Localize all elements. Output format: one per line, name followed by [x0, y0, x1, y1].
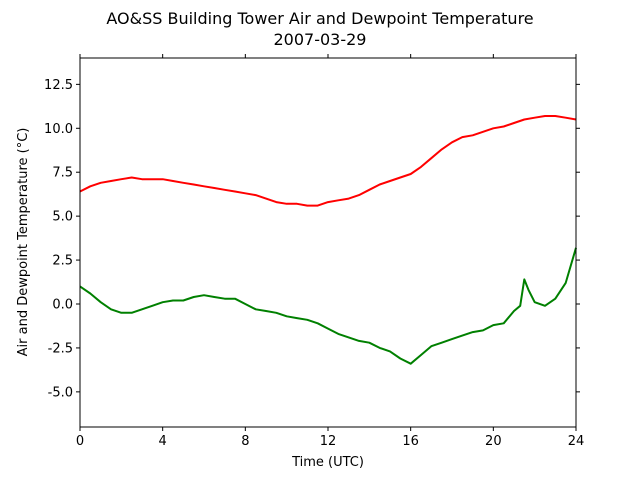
- chart-title: AO&SS Building Tower Air and Dewpoint Te…: [106, 9, 533, 28]
- y-tick-label: -2.5: [48, 341, 73, 356]
- y-tick-label: 5.0: [52, 210, 73, 225]
- x-tick-label: 16: [402, 434, 419, 449]
- x-tick-label: 20: [485, 434, 502, 449]
- series-layer: [79, 115, 577, 365]
- plot-frame: [79, 57, 577, 428]
- y-tick-label: 10.0: [44, 122, 73, 137]
- ticks-layer: 0 4 8 12 16 20 24 -5.0 -2.5 0.0 2.5 5.0 7.5 10.0 12.5: [44, 54, 584, 449]
- y-tick-label: 12.5: [44, 78, 73, 93]
- x-tick-label: 12: [320, 434, 337, 449]
- x-tick-label: 24: [568, 434, 585, 449]
- x-tick-label: 0: [76, 434, 84, 449]
- chart-subtitle: 2007-03-29: [274, 30, 367, 49]
- y-tick-label: 0.0: [52, 298, 73, 313]
- y-tick-label: -5.0: [48, 385, 73, 400]
- y-tick-label: 2.5: [52, 254, 73, 269]
- x-tick-label: 4: [159, 434, 167, 449]
- series-line-0: [79, 115, 577, 207]
- y-axis-label: Air and Dewpoint Temperature (°C): [16, 128, 31, 357]
- x-tick-label: 8: [241, 434, 249, 449]
- series-line-1: [79, 247, 577, 365]
- x-axis-label: Time (UTC): [291, 455, 364, 470]
- y-tick-label: 7.5: [52, 166, 73, 181]
